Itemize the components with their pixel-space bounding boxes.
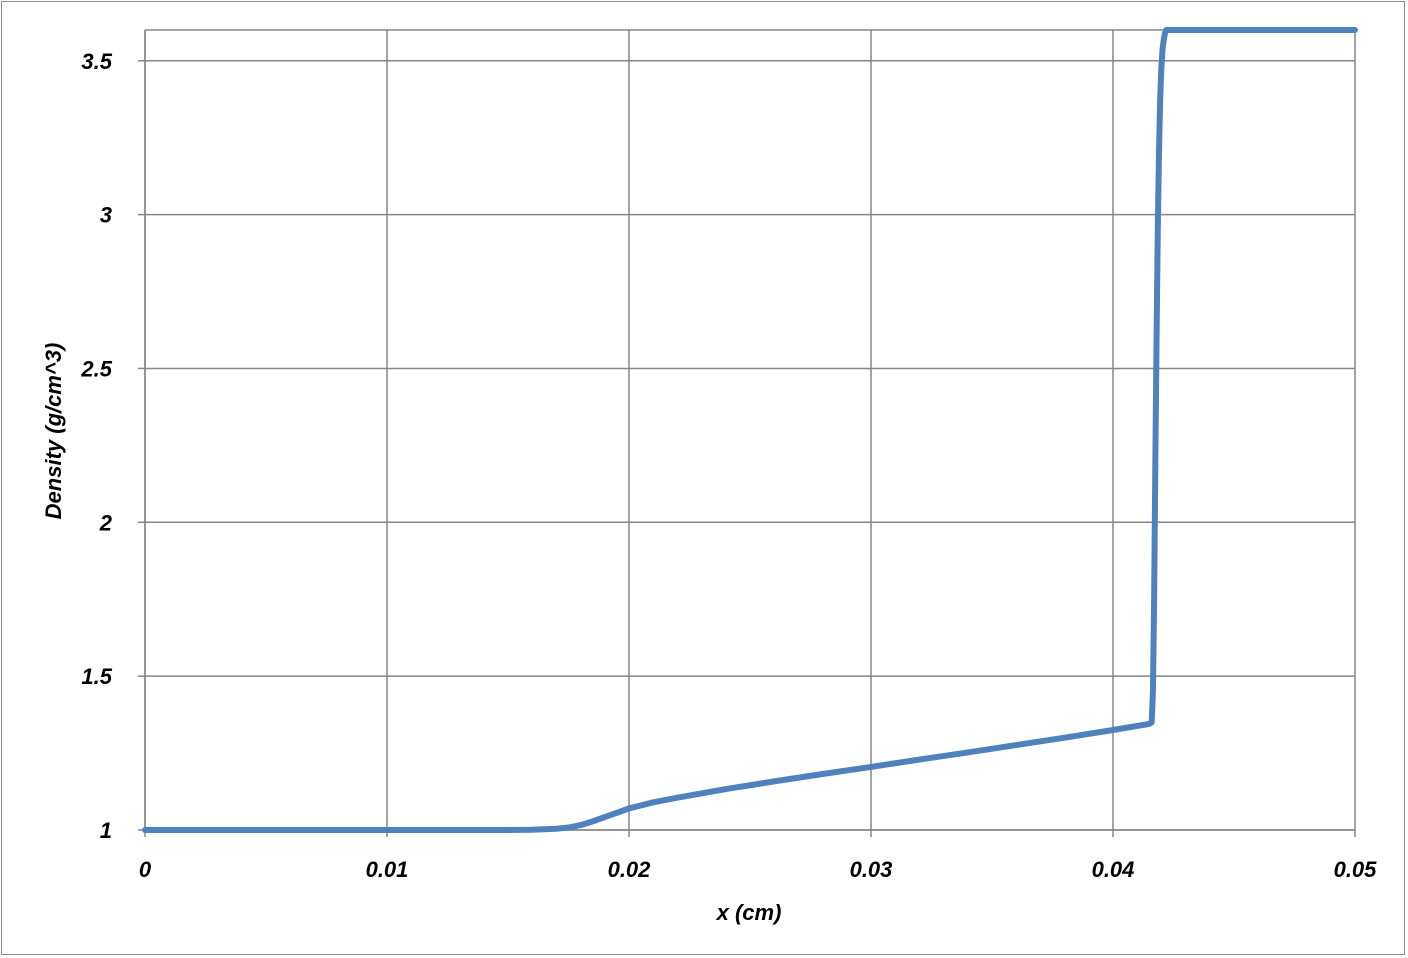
x-tick-labels: 0 0.01 0.02 0.03 0.04 0.05 [139, 857, 1377, 882]
y-tick-label: 2.5 [80, 356, 112, 381]
x-tick-label: 0 [139, 857, 152, 882]
grid [144, 29, 1356, 831]
y-tick-label: 2 [99, 510, 113, 535]
y-tick-label: 1 [100, 818, 112, 843]
axes [138, 30, 1356, 837]
x-tick-label: 0.01 [366, 857, 409, 882]
x-tick-label: 0.03 [850, 857, 893, 882]
x-tick-label: 0.02 [608, 857, 652, 882]
y-tick-label: 3.5 [81, 49, 112, 74]
y-axis-title: Density (g/cm^3) [41, 343, 66, 520]
x-axis-title: x (cm) [716, 900, 782, 925]
y-tick-label: 3 [100, 203, 112, 228]
x-tick-label: 0.05 [1334, 857, 1378, 882]
density-series-line [142, 27, 1358, 833]
y-tick-labels: 1 1.5 2 2.5 3 3.5 [80, 49, 112, 843]
series-layer [142, 27, 1358, 833]
y-tick-label: 1.5 [81, 664, 112, 689]
x-tick-label: 0.04 [1092, 857, 1135, 882]
